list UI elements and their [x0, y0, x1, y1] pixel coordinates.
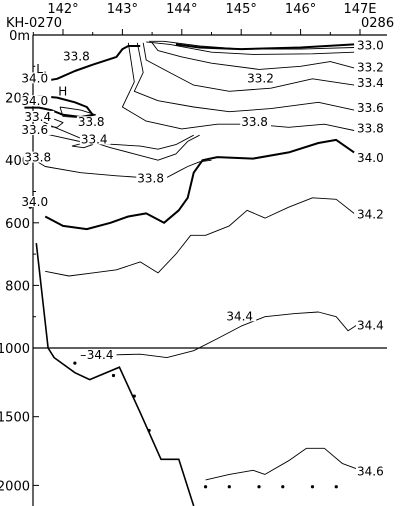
- y-tick-label: 800: [5, 279, 30, 294]
- contour-label-backdrop: [356, 319, 387, 331]
- contour-label-backdrop: [85, 348, 117, 360]
- contour-label-backdrop: [356, 61, 387, 73]
- x-tick-label: 144°: [166, 2, 197, 17]
- x-tick-label: 147E: [343, 2, 376, 17]
- contour-label-backdrop: [20, 95, 52, 107]
- contour-label: 33.4: [24, 110, 51, 124]
- contour-label: H: [58, 85, 67, 99]
- x-tick-label: 142°: [47, 2, 78, 17]
- section-label: KH-0270: [6, 16, 62, 31]
- contour-label-backdrop: [356, 77, 387, 89]
- contour-label-backdrop: [356, 465, 387, 477]
- sample-dot: [257, 485, 261, 489]
- contour-label: 34.4: [226, 309, 253, 323]
- isoline-33-8: [27, 112, 200, 161]
- contour-label: 34.0: [21, 94, 48, 108]
- contour-label: 33.8: [63, 49, 90, 63]
- x-tick-label: 146°: [285, 2, 316, 17]
- sample-dot: [310, 485, 315, 489]
- contour-label-backdrop: [57, 85, 67, 97]
- contour-label: 33.0: [357, 39, 384, 53]
- contour-label-backdrop: [356, 122, 387, 134]
- contour-label: 33.8: [78, 115, 105, 129]
- sample-dot: [111, 373, 116, 378]
- contour-label: 33.6: [357, 101, 384, 115]
- sample-dot: [227, 485, 231, 489]
- contour-label: 33.2: [247, 71, 274, 85]
- contour-label: 34.0: [21, 195, 48, 209]
- sample-dot: [281, 485, 285, 489]
- contour-label: 34.6: [357, 465, 384, 479]
- contour-label: 33.8: [357, 121, 384, 135]
- contour-label: 33.8: [24, 151, 51, 165]
- salinity-contours: [24, 40, 361, 481]
- contour-label-backdrop: [76, 116, 108, 128]
- contour-label: 33.2: [357, 60, 384, 74]
- contour-label: 34.0: [357, 151, 384, 165]
- isoline-33-6: [133, 42, 355, 113]
- contour-label: 33.4: [357, 76, 384, 90]
- seafloor-line: [35, 243, 195, 506]
- y-tick-label: 1500: [0, 411, 30, 426]
- isoline-34-2: [45, 197, 355, 277]
- contour-label-backdrop: [20, 72, 52, 84]
- sample-points: [28, 205, 338, 489]
- isoline-34-6: [205, 447, 358, 481]
- contour-label: 34.0: [21, 71, 48, 85]
- x-tick-label: 143°: [107, 2, 138, 17]
- contour-label-backdrop: [23, 151, 55, 163]
- sample-dot: [203, 485, 208, 489]
- contour-label-backdrop: [356, 152, 387, 164]
- contour-label: 33.4: [81, 132, 108, 146]
- contour-label-backdrop: [20, 196, 52, 208]
- isoline-34: [175, 43, 355, 51]
- contour-label: 34.4: [87, 348, 114, 362]
- isoline-33-6: [24, 128, 194, 150]
- seafloor-profile: [35, 243, 195, 506]
- contour-label: 33.6: [21, 123, 48, 137]
- x-tick-label: 145°: [226, 2, 257, 17]
- contour-label: 33.8: [241, 115, 268, 129]
- contour-label-backdrop: [240, 116, 271, 128]
- isoline-33-8: [121, 42, 355, 131]
- sample-dot: [147, 428, 151, 433]
- isoline-33-4: [142, 42, 355, 92]
- y-tick-label: 0m: [9, 29, 30, 44]
- contour-label-backdrop: [136, 172, 168, 184]
- isoline-33: [146, 41, 355, 55]
- y-tick-label: 600: [5, 217, 30, 232]
- isoline-34-4: [80, 311, 361, 359]
- contour-label-backdrop: [20, 124, 52, 136]
- contour-labels: 33.033.233.433.633.834.034.234.433.233.8…: [20, 39, 387, 479]
- y-tick-label: 2000: [0, 479, 30, 494]
- sample-dot: [334, 485, 338, 489]
- contour-label: 34.2: [357, 208, 384, 222]
- contour-label-backdrop: [23, 110, 55, 122]
- sample-dot: [73, 361, 77, 365]
- station-label: 0286: [361, 16, 394, 31]
- longitude-axis: 142° 143° 144° 145° 146° 147E: [32, 2, 377, 35]
- contour-label: 33.8: [137, 172, 164, 186]
- isoline-33-2: [151, 42, 355, 70]
- contour-label-backdrop: [79, 133, 111, 145]
- contour-label: 34.4: [357, 319, 384, 333]
- contour-label-backdrop: [356, 39, 387, 51]
- contour-label-backdrop: [356, 208, 387, 220]
- isoline-34: [44, 138, 355, 231]
- sample-dot: [132, 394, 136, 398]
- y-tick-label: 1000: [0, 342, 30, 357]
- contour-label-backdrop: [246, 72, 277, 84]
- contour-label-backdrop: [356, 102, 387, 114]
- contour-label: L: [36, 62, 43, 76]
- contour-label-backdrop: [62, 50, 93, 62]
- contour-label-backdrop: [225, 310, 257, 322]
- contour-label-backdrop: [35, 62, 45, 74]
- isoline-34: [39, 45, 141, 83]
